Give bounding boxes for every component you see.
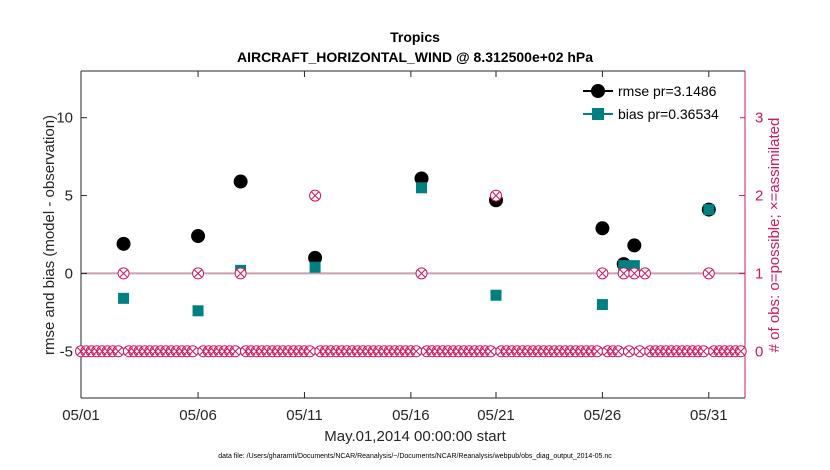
y2-tick-label: 3 [755, 110, 763, 127]
chart-subtitle: AIRCRAFT_HORIZONTAL_WIND @ 8.312500e+02 … [237, 49, 593, 65]
y-tick-label: 5 [65, 188, 73, 205]
y-tick-label: 10 [56, 110, 73, 127]
rmse-point [116, 236, 131, 251]
obs-assimilated-point [119, 269, 128, 278]
bias-point [416, 182, 428, 194]
x-tick-label: 05/21 [477, 407, 515, 424]
bias-point [618, 260, 630, 272]
legend-rmse-label: rmse pr=3.1486 [618, 83, 717, 99]
obs-assimilated-point [640, 269, 650, 278]
obs-assimilated-point [231, 347, 240, 356]
obs-assimilated-point [635, 347, 644, 356]
y2-axis-label: # of obs: o=possible; ×=assimilated [766, 118, 783, 353]
obs-assimilated-point [630, 269, 639, 278]
y2-tick-label: 1 [755, 265, 763, 282]
rmse-point [233, 174, 248, 189]
data-file-footnote: data file: /Users/gharamti/Documents/NCA… [218, 453, 612, 460]
bias-point [628, 260, 640, 272]
obs-assimilated-point [310, 191, 320, 200]
obs-assimilated-point [614, 347, 623, 356]
obs-assimilated-point [598, 269, 607, 278]
legend-bias-label: bias pr=0.36534 [618, 106, 719, 122]
y2-tick-label: 2 [755, 188, 763, 205]
x-axis-label: May.01,2014 00:00:00 start [324, 428, 506, 445]
legend-bias-marker [592, 108, 604, 120]
bias-point [703, 204, 715, 216]
x-tick-label: 05/31 [690, 407, 728, 424]
chart-title: Tropics [390, 29, 440, 45]
bias-point [192, 305, 204, 317]
obs-assimilated-point [486, 347, 495, 356]
obs-assimilated-point [114, 347, 123, 356]
rmse-point [627, 238, 642, 253]
obs-assimilated-point [188, 347, 197, 356]
y-tick-label: -5 [60, 343, 73, 360]
x-tick-label: 05/26 [584, 407, 622, 424]
obs-assimilated-point [736, 347, 745, 356]
x-tick-label: 05/06 [179, 407, 217, 424]
plot-area: 05/01 05/06 05/11 05/16 05/21 05/26 05/31 -5 0 5 1… [56, 70, 763, 424]
x-tick-label: 05/16 [392, 407, 430, 424]
obs-assimilated-point [236, 269, 245, 278]
legend-rmse-marker [591, 84, 605, 98]
rmse-point [191, 229, 206, 244]
legend-box [580, 80, 740, 128]
obs-assimilated-point [417, 269, 426, 278]
rmse-point [308, 250, 323, 265]
bias-point [490, 289, 502, 301]
bias-point [309, 261, 321, 273]
obs-assimilated-point [704, 269, 713, 278]
obs-assimilated-point [624, 347, 634, 356]
obs-assimilated-point [305, 347, 314, 356]
bias-point [596, 299, 608, 311]
y-tick-label: 0 [65, 265, 73, 282]
bias-point [118, 292, 130, 304]
obs-assimilated-point [619, 269, 628, 278]
obs-assimilated-point [412, 347, 421, 356]
series-obs_assimilated [76, 191, 745, 356]
y-axis-label: rmse and bias (model - observation) [41, 115, 58, 355]
rmse-point [595, 221, 610, 236]
x-tick-label: 05/01 [62, 407, 100, 424]
obs-assimilated-point [193, 269, 203, 278]
series-bias [118, 182, 715, 317]
rmse-point [414, 171, 429, 186]
obs-assimilated-point [491, 191, 501, 200]
obs-assimilated-point [699, 347, 708, 356]
y2-tick-label: 0 [755, 343, 763, 360]
legend: rmse pr=3.1486 bias pr=0.36534 [580, 80, 740, 128]
obs-assimilated-point [592, 347, 602, 356]
x-tick-label: 05/11 [286, 407, 322, 424]
